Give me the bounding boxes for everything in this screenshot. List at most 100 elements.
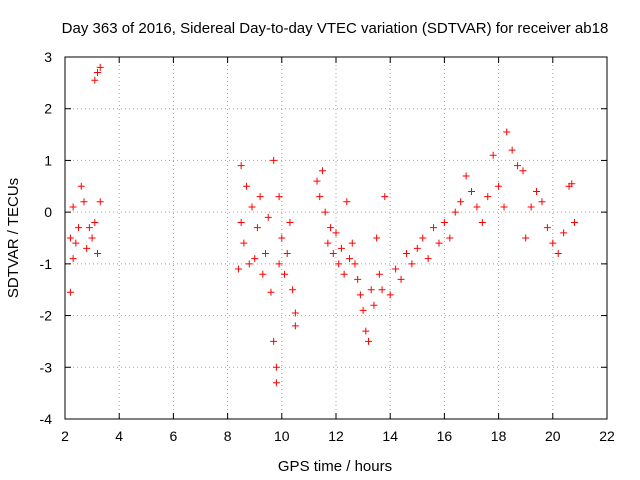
data-point	[570, 218, 578, 226]
data-point	[96, 198, 104, 206]
data-point	[270, 337, 278, 345]
data-point	[270, 156, 278, 164]
y-axis-label: SDTVAR / TECUs	[5, 178, 22, 298]
data-point	[251, 255, 259, 263]
data-point	[440, 218, 448, 226]
data-point	[237, 218, 245, 226]
data-point	[527, 203, 535, 211]
y-tick-label: -1	[40, 256, 53, 272]
y-tick-label: -3	[40, 359, 53, 375]
y-tick-label: 0	[44, 204, 52, 220]
data-point	[253, 224, 261, 232]
data-point	[91, 76, 99, 84]
data-point	[457, 198, 465, 206]
data-point	[375, 270, 383, 278]
data-point	[234, 265, 242, 273]
data-point	[373, 234, 381, 242]
data-point	[94, 250, 102, 258]
data-point	[370, 301, 378, 309]
data-point	[346, 255, 354, 263]
data-point	[560, 229, 568, 237]
data-point	[83, 244, 91, 252]
data-point	[362, 327, 370, 335]
data-point	[402, 250, 410, 258]
data-point	[354, 275, 362, 283]
data-point	[554, 250, 562, 258]
data-point	[283, 250, 291, 258]
x-tick-label: 18	[491, 428, 507, 444]
data-point	[69, 203, 77, 211]
data-point	[329, 250, 337, 258]
data-point	[281, 270, 289, 278]
data-point	[430, 224, 438, 232]
data-point	[291, 322, 299, 330]
data-point	[367, 286, 375, 294]
x-tick-label: 6	[170, 428, 178, 444]
data-point	[248, 203, 256, 211]
data-point	[88, 234, 96, 242]
chart-title: Day 363 of 2016, Sidereal Day-to-day VTE…	[62, 20, 609, 37]
data-point	[313, 177, 321, 185]
data-point	[343, 198, 351, 206]
data-point	[489, 151, 497, 159]
data-point	[508, 146, 516, 154]
data-point	[332, 229, 340, 237]
data-point	[549, 239, 557, 247]
data-point	[96, 63, 104, 71]
data-point	[243, 182, 251, 190]
data-point	[275, 193, 283, 201]
data-point	[94, 69, 102, 77]
data-point	[568, 180, 576, 188]
data-point	[386, 291, 394, 299]
data-point	[503, 128, 511, 136]
data-point	[473, 203, 481, 211]
data-point	[278, 234, 286, 242]
data-point	[245, 260, 253, 268]
x-tick-label: 22	[599, 428, 615, 444]
data-point	[272, 363, 280, 371]
data-point	[365, 337, 373, 345]
data-point	[77, 182, 85, 190]
data-point	[478, 218, 486, 226]
data-point	[495, 182, 503, 190]
data-point	[519, 167, 527, 175]
x-tick-label: 8	[224, 428, 232, 444]
data-point	[240, 239, 248, 247]
data-point	[543, 224, 551, 232]
y-tick-label: -4	[40, 411, 53, 427]
data-point	[408, 260, 416, 268]
data-point	[435, 239, 443, 247]
data-point	[286, 218, 294, 226]
data-point	[275, 260, 283, 268]
x-axis-label: GPS time / hours	[278, 458, 392, 475]
data-point	[446, 234, 454, 242]
y-axis-ticks: 3 2 1 0 -1 -2 -3 -4	[40, 49, 607, 427]
y-tick-label: 3	[44, 49, 52, 65]
data-point	[85, 224, 93, 232]
data-point	[256, 193, 264, 201]
data-point	[267, 288, 275, 296]
data-point	[259, 270, 267, 278]
data-point	[91, 218, 99, 226]
data-point	[348, 239, 356, 247]
y-tick-label: 1	[44, 152, 52, 168]
data-point	[289, 286, 297, 294]
x-tick-label: 20	[545, 428, 561, 444]
data-point	[69, 255, 77, 263]
data-point	[72, 239, 80, 247]
data-point	[500, 203, 508, 211]
data-point	[272, 379, 280, 387]
y-tick-label: -2	[40, 308, 53, 324]
data-point	[66, 288, 74, 296]
data-point	[484, 193, 492, 201]
data-point	[321, 208, 329, 216]
data-point	[237, 162, 245, 170]
x-axis-ticks: 2 4 6 8 10 12 14 16 18 20 22	[61, 57, 615, 444]
data-point	[66, 234, 74, 242]
data-point	[397, 275, 405, 283]
x-tick-label: 12	[328, 428, 344, 444]
x-tick-label: 4	[115, 428, 123, 444]
data-point	[291, 309, 299, 317]
data-point	[419, 234, 427, 242]
